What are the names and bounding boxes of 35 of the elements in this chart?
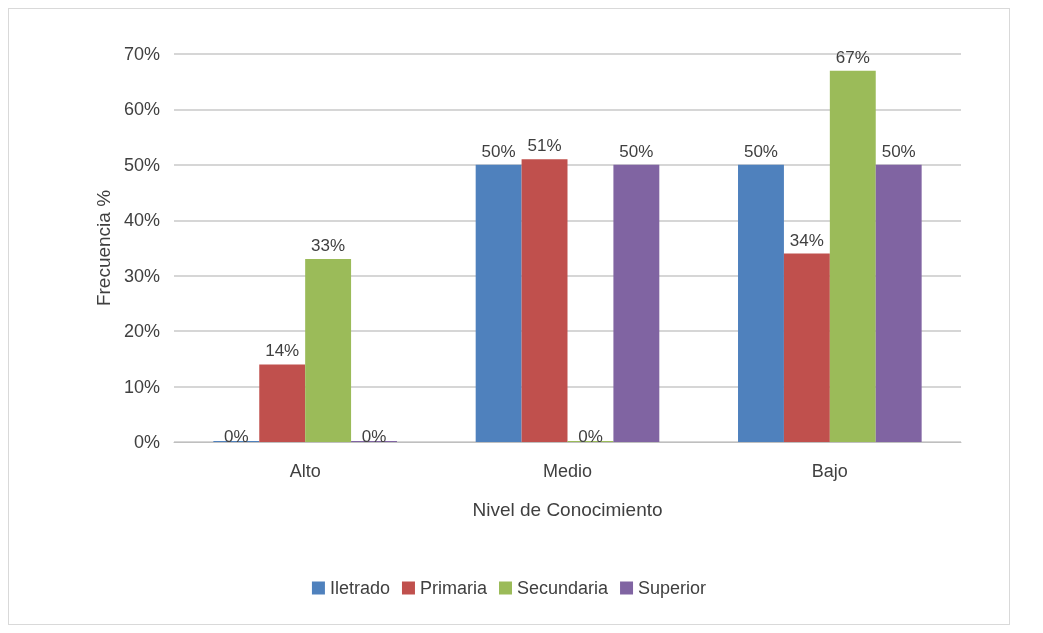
y-tick-label: 50% (123, 154, 160, 175)
data-label: 50% (481, 141, 516, 161)
data-label: 34% (789, 230, 824, 250)
y-tick-label: 40% (123, 210, 160, 231)
bar (783, 253, 830, 442)
data-label: 50% (619, 141, 654, 161)
y-tick-label: 0% (133, 432, 160, 452)
bar (738, 164, 784, 442)
bar (305, 259, 352, 442)
x-tick-label: Alto (289, 461, 321, 481)
data-label: 50% (743, 141, 778, 161)
x-axis-title: Nivel de Conocimiento (472, 499, 663, 520)
y-tick-label: 30% (123, 265, 160, 286)
bar (875, 164, 922, 442)
data-label: 51% (527, 136, 562, 156)
legend-label: Primaria (419, 578, 488, 598)
bar (613, 164, 660, 442)
bar (259, 364, 306, 442)
data-label: 50% (881, 141, 916, 161)
legend-label: Superior (638, 578, 707, 598)
x-tick-label: Bajo (811, 461, 848, 481)
y-tick-label: 60% (123, 99, 160, 120)
data-label: 67% (835, 47, 870, 67)
y-tick-label: 10% (123, 376, 160, 397)
bar (521, 159, 568, 442)
y-tick-label: 20% (123, 321, 160, 342)
legend-label: Iletrado (329, 578, 390, 598)
data-label: 14% (265, 341, 300, 361)
y-tick-label: 70% (123, 44, 160, 64)
y-axis-title: Frecuencia % (93, 189, 115, 307)
data-label: 33% (311, 236, 346, 256)
bar (829, 70, 876, 442)
bar (475, 164, 522, 442)
legend-label: Secundaria (516, 578, 610, 598)
x-tick-label: Medio (542, 461, 593, 481)
